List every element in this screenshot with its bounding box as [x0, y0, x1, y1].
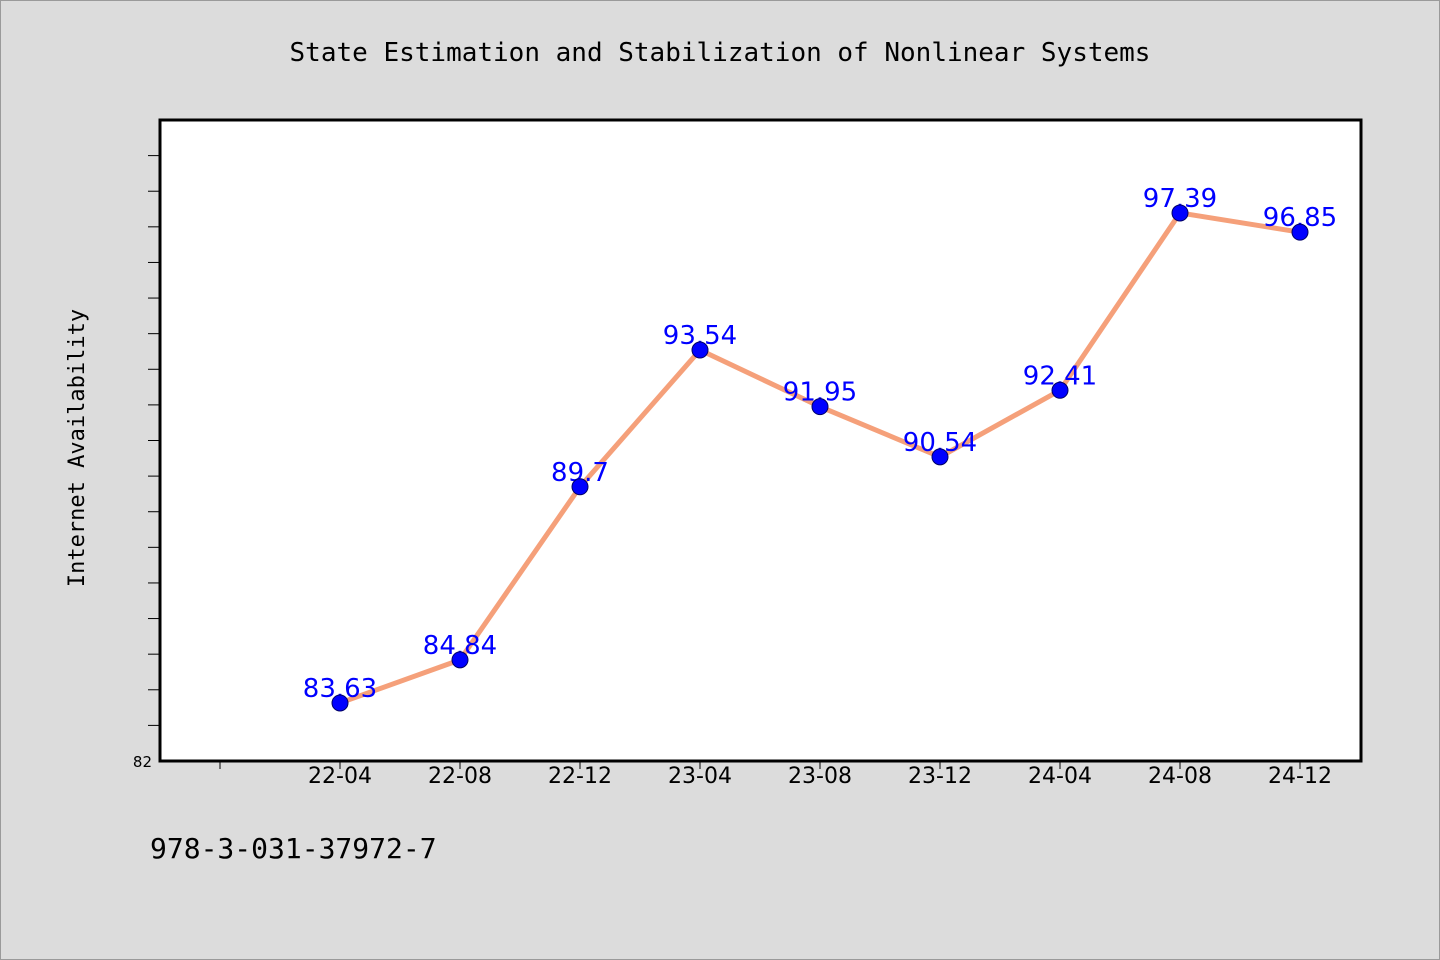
data-point [691, 341, 709, 359]
data-point [1291, 223, 1309, 241]
x-tick-label: 23-04 [668, 764, 732, 789]
x-tick-label: 24-12 [1268, 764, 1332, 789]
x-ticks: 22-04 22-08 22-12 23-04 23-08 23-12 24-04 24-08… [219, 761, 1332, 789]
x-tick-label: 24-04 [1028, 764, 1092, 789]
x-tick-label: 22-12 [548, 764, 612, 789]
isbn-text: 978-3-031-37972-7 [150, 832, 437, 865]
x-tick-label: 23-12 [908, 764, 972, 789]
plot-area [158, 118, 1363, 763]
data-point [931, 448, 949, 466]
x-tick-label: 24-08 [1148, 764, 1212, 789]
y-axis-label: Internet Availability [65, 309, 90, 587]
chart-title: State Estimation and Stabilization of No… [290, 38, 1151, 68]
x-tick-label: 23-08 [788, 764, 852, 789]
data-point [331, 694, 349, 712]
data-point [1051, 381, 1069, 399]
x-tick-label: 22-04 [308, 764, 372, 789]
y-minor-ticks: 82 [133, 155, 160, 771]
data-point [451, 651, 469, 669]
data-point [1171, 204, 1189, 222]
data-point [571, 478, 589, 496]
x-tick-label: 22-08 [428, 764, 492, 789]
y-tick-label: 82 [133, 753, 152, 771]
series-group: 83.6384.8489.793.5491.9590.5492.4197.399… [303, 184, 1337, 712]
data-point [811, 398, 829, 416]
